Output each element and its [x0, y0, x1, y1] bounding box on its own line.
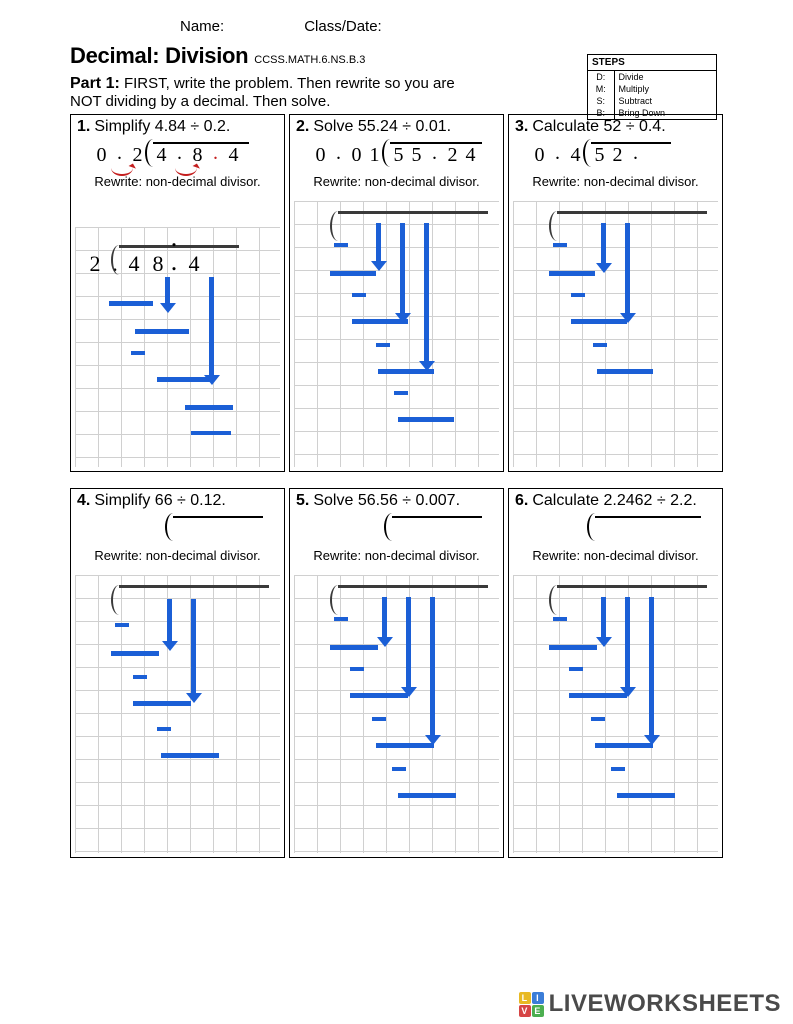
- step-val: Divide: [614, 71, 716, 83]
- division-setup: [531, 514, 701, 544]
- classdate-label: Class/Date:: [304, 18, 382, 35]
- name-label: Name:: [180, 18, 224, 35]
- standard-code: CCSS.MATH.6.NS.B.3: [254, 54, 365, 66]
- problem-cell-2: 2.Solve 55.24 ÷ 0.01. 0.01 55.24 Rewrite…: [289, 114, 504, 472]
- step-key: D:: [588, 71, 614, 83]
- division-setup: [93, 514, 263, 544]
- step-key: M:: [588, 83, 614, 95]
- rewrite-label: Rewrite: non-decimal divisor.: [290, 548, 503, 563]
- rewrite-label: Rewrite: non-decimal divisor.: [71, 548, 284, 563]
- rewrite-label: Rewrite: non-decimal divisor.: [509, 548, 722, 563]
- page-title: Decimal: Division: [70, 43, 248, 69]
- rewrite-label: Rewrite: non-decimal divisor.: [290, 174, 503, 189]
- problem-cell-5: 5.Solve 56.56 ÷ 0.007. Rewrite: non-deci…: [289, 488, 504, 858]
- problem-cell-4: 4.Simplify 66 ÷ 0.12. Rewrite: non-decim…: [70, 488, 285, 858]
- steps-box: STEPS D:Divide M:Multiply S:Subtract B:B…: [587, 54, 717, 120]
- rewrite-label: Rewrite: non-decimal divisor.: [509, 174, 722, 189]
- problem-cell-1: 1.Simplify 4.84 ÷ 0.2. 0.2 4.8.4 Rewrite…: [70, 114, 285, 472]
- division-setup: [312, 514, 482, 544]
- division-setup: 0.2 4.8.4: [93, 140, 263, 170]
- problem-cell-3: 3.Calculate 52 ÷ 0.4. 0.4 52. Rewrite: n…: [508, 114, 723, 472]
- step-val: Multiply: [614, 83, 716, 95]
- step-key: S:: [588, 95, 614, 107]
- steps-heading: STEPS: [588, 55, 716, 71]
- rewrite-label: Rewrite: non-decimal divisor.: [71, 174, 284, 189]
- division-setup: 0.4 52.: [531, 140, 701, 170]
- step-val: Subtract: [614, 95, 716, 107]
- footer-brand: L I V E LIVEWORKSHEETS: [519, 990, 781, 1018]
- problem-cell-6: 6.Calculate 2.2462 ÷ 2.2. Rewrite: non-d…: [508, 488, 723, 858]
- division-setup: 0.01 55.24: [312, 140, 482, 170]
